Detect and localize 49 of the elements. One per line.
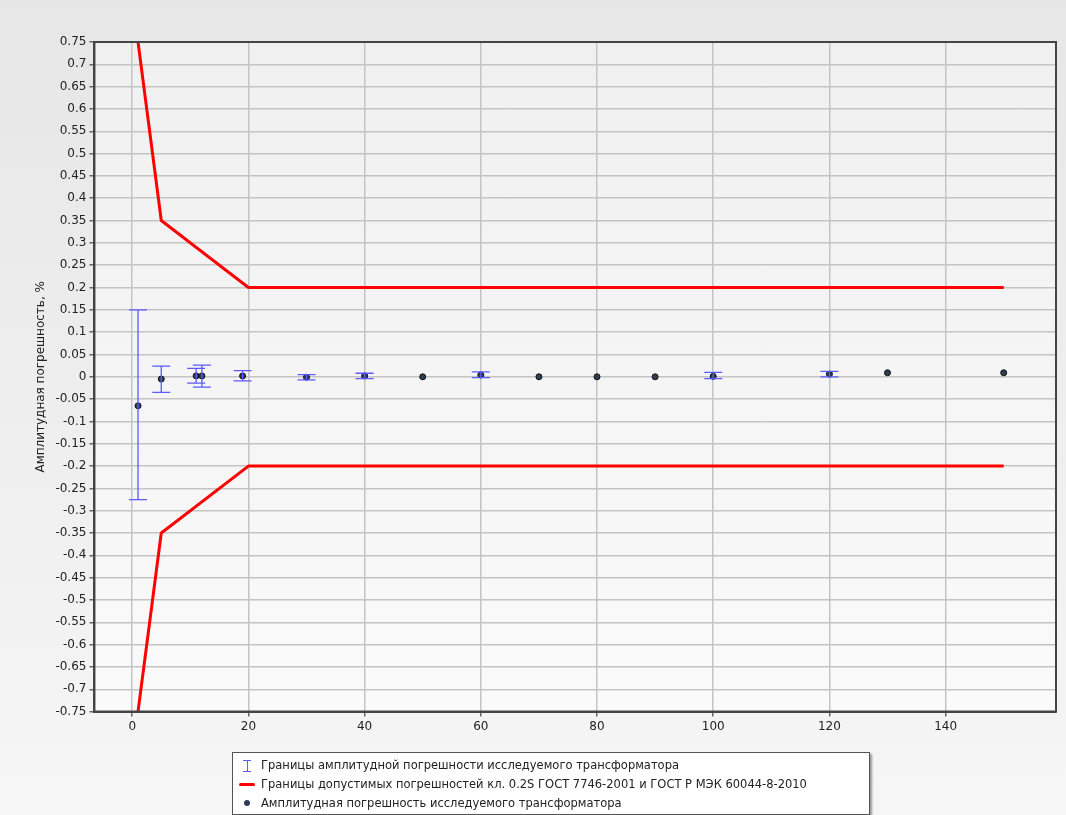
y-tick-label: -0.05 (55, 391, 87, 406)
y-tick-label: -0.55 (55, 614, 87, 629)
x-tick-label: 100 (701, 718, 725, 733)
x-tick-label: 140 (934, 718, 958, 733)
y-tick-label: 0.5 (67, 145, 87, 160)
x-tick-label: 60 (473, 718, 489, 733)
y-tick-label: -0.2 (63, 458, 87, 473)
point (651, 373, 659, 381)
x-tick-label: 120 (817, 718, 841, 733)
y-tick-label: -0.35 (55, 525, 87, 540)
y-tick-label: 0.75 (59, 34, 87, 49)
y-tick-label: 0.2 (67, 279, 87, 294)
y-tick-label: -0.3 (63, 502, 87, 517)
y-tick-label: 0.45 (59, 168, 87, 183)
x-tick-label: 20 (240, 718, 257, 733)
y-tick-label: -0.65 (55, 659, 87, 674)
y-tick-label: 0.3 (67, 235, 87, 250)
point (593, 373, 601, 381)
y-tick-label: 0.7 (67, 56, 87, 71)
y-tick-label: -0.6 (63, 636, 87, 651)
legend-label: Амплитудная погрешность исследуемого трансформатора (261, 795, 622, 810)
y-tick-label: -0.4 (63, 547, 87, 562)
y-tick-label: 0.4 (67, 190, 87, 205)
y-tick-label: -0.7 (63, 681, 87, 696)
y-tick-label: 0.35 (59, 212, 87, 227)
y-tick-label: -0.75 (55, 703, 87, 718)
y-tick-label: 0.6 (67, 101, 87, 116)
y-tick-label: -0.5 (63, 592, 87, 607)
point (884, 369, 892, 377)
point (419, 373, 427, 381)
y-tick-label: -0.45 (55, 569, 87, 584)
x-tick-label: 80 (589, 718, 605, 733)
y-tick-label: 0.55 (59, 123, 87, 138)
y-tick-label: 0.1 (67, 324, 87, 339)
legend-label: Границы допустимых погрешностей кл. 0.2S ГОСТ 7746-2001 и ГОСТ Р МЭК 60044-8-2010 (261, 776, 807, 791)
x-tick-label: 0 (128, 718, 137, 733)
y-tick-label: 0.05 (59, 346, 87, 361)
x-tick-label: 40 (356, 718, 373, 733)
point (1000, 369, 1008, 377)
y-tick-label: 0.65 (59, 78, 87, 93)
point (535, 373, 543, 381)
y-tick-label: 0.15 (59, 301, 87, 316)
y-tick-label: -0.15 (55, 435, 87, 450)
y-axis-title: Амплитудная погрешность, % (33, 281, 48, 473)
legend-label: Границы амплитудной погрешности исследуемого трансформатора (261, 757, 680, 772)
y-tick-label: -0.1 (63, 413, 87, 428)
y-tick-label: -0.25 (55, 480, 87, 495)
y-tick-label: 0.25 (59, 257, 87, 272)
y-tick-label: 0 (78, 368, 87, 383)
